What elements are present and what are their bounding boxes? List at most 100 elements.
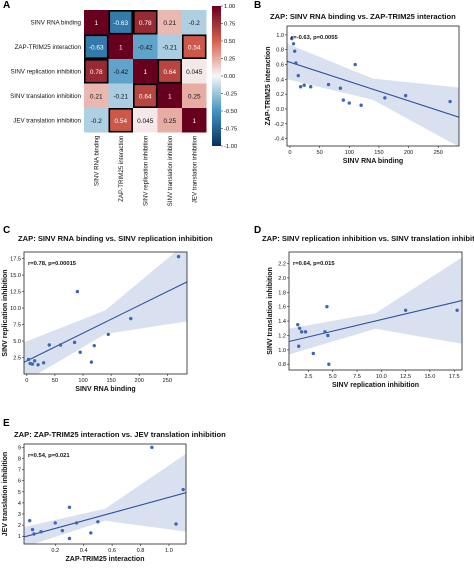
heatmap-col-label: SINV replication inhibition [142,135,149,206]
data-point [323,330,327,334]
heatmap-cell [84,59,109,84]
data-point [294,61,298,65]
heatmap-cell [157,59,182,84]
data-point [353,62,357,67]
heatmap-col-label: SINV translation inhibition [167,135,174,206]
stats-annotation: r=0.64, p=0.015 [293,261,335,267]
data-point [67,536,72,541]
y-tick-label: 2.2 [278,262,286,268]
y-tick-label: 1.2 [278,333,286,339]
plot-frame [23,251,188,375]
colorbar-tick-label: -1.00 [224,144,237,150]
heatmap-cell [133,59,158,84]
x-axis-label: SINV replication inhibition [332,382,419,389]
colorbar-tick-label: -0.50 [224,109,237,115]
y-axis-label: SINV replication inhibition [2,269,9,356]
heatmap-cell [182,83,207,108]
data-point [36,363,40,367]
heatmap-cell [108,59,133,84]
panel-letter-b: B [254,0,262,11]
data-point [338,86,343,90]
heatmap-cell [157,10,182,35]
data-point [403,308,408,312]
data-point [58,343,63,347]
heatmap-cell-label: 0.54 [114,118,127,125]
heatmap-cell [108,34,133,59]
data-point [291,42,296,46]
chart-b-scatter: 0 50 100 150 200 250 -0.4 -0.2 0.0 0.2 0.4 0.6 0.8 1.… [265,25,460,165]
heatmap-cell [108,83,133,108]
y-tick-label: -0.4 [274,137,284,143]
data-point [325,304,329,309]
y-tick-label: 12.5 [10,290,21,296]
heatmap-highlight [133,10,158,35]
heatmap-cell-label: -0.2 [189,20,201,27]
heatmap-cell-label: -0.42 [138,44,153,51]
data-point [297,326,302,330]
y-tick-label: 0.8 [276,48,284,54]
data-point [290,36,294,41]
confidence-band [289,257,462,355]
y-tick-label: 17.5 [10,257,21,263]
y-tick-label: 0.0 [276,107,284,113]
colorbar-tick-label: 0.50 [224,39,235,45]
data-point [341,98,346,102]
x-tick-label: 150 [106,378,115,384]
data-point [299,330,304,334]
heatmap-highlight [108,10,134,35]
x-tick-label: 50 [52,378,58,384]
data-point [455,308,459,312]
stats-annotation: r=-0.63, p=0.0055 [291,35,339,41]
heatmap-cell-label: 0.64 [139,93,152,100]
heatmap-cell-label: 0.21 [90,93,103,100]
data-point [106,332,111,337]
x-tick-label: 1.0 [165,548,173,554]
heatmap-col-label: JEV translation inhibition [191,135,198,203]
stats-annotation: r=0.78, p=0.00015 [28,261,77,267]
x-tick-label: 12.5 [400,374,411,380]
y-tick-label: 0.8 [278,362,286,368]
heatmap-col-label: ZAP-TRIM25 interaction [118,135,125,202]
y-tick-label: 2.5 [13,356,21,362]
y-tick-label: 2.0 [278,276,286,282]
heatmap-cell [157,108,182,133]
heatmap-cell-label: 0.54 [188,44,201,51]
heatmap-row-label: SINV RNA binding [30,20,81,27]
heatmap-cell-label: 1 [143,69,147,76]
data-point [174,522,178,526]
heatmap-cell [108,108,133,133]
y-tick-label: 4 [18,501,21,507]
plot-frame [286,25,460,147]
y-tick-label: 1.8 [278,290,286,296]
x-axis-label: SINV RNA binding [343,158,403,165]
y-tick-label: 6 [18,479,21,485]
y-tick-label: 8 [18,456,21,462]
y-tick-label: 1.6 [278,305,286,311]
data-point [347,101,351,105]
y-tick-label: -0.2 [274,122,284,128]
x-tick-label: 100 [345,150,354,156]
x-tick-label: 250 [163,378,172,384]
chart-d-scatter: 2.5 5.0 7.5 10.0 12.5 15.0 17.5 0.8 1.0 1.2 1.4 1.6… [267,251,463,389]
colorbar-tick-label: 0.75 [224,22,235,28]
data-point [30,527,35,532]
data-point [302,83,306,87]
x-tick-label: 100 [78,378,87,384]
data-point [72,340,77,345]
x-tick-label: 7.5 [353,374,361,380]
heatmap-highlight [108,108,134,133]
y-tick-label: 3 [18,512,21,518]
colorbar-tick-label: 0.25 [224,57,235,63]
heatmap-cell [182,34,207,59]
heatmap-highlight [84,34,109,59]
data-point [309,85,313,89]
correlation-heatmap: 1 -0.63 0.78 0.21 -0.2-0.63 1 -0.42 -0.21 0.540.… [10,4,237,206]
heatmap-cell-label: 0.045 [137,118,154,125]
y-tick-label: 5 [18,490,21,496]
heatmap-col-label: SINV RNA binding [93,135,100,186]
data-point [311,351,315,356]
data-point [41,361,46,365]
y-tick-label: 1.4 [278,319,286,325]
data-point [96,520,100,524]
data-point [296,73,300,78]
